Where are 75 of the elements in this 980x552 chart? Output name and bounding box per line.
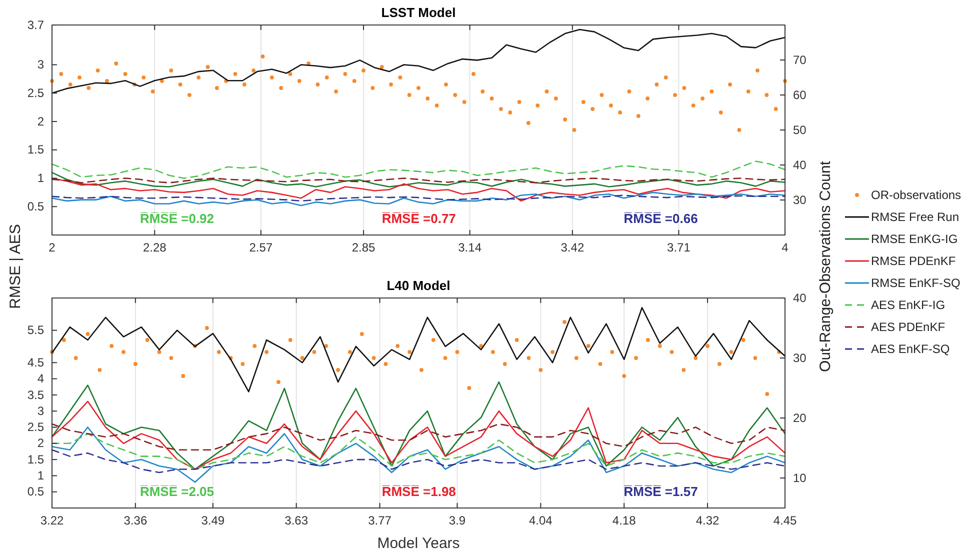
x-tick-label: 2.85 (352, 240, 376, 255)
legend-label: RMSE Free Run (871, 210, 960, 224)
y-tick-label: 3.7 (27, 18, 44, 32)
legend-label: RMSE PDEnKF (871, 254, 956, 268)
y-tick-label: 1.5 (27, 142, 44, 157)
legend-label: AES PDEnKF (871, 320, 946, 334)
line-series (51, 178, 786, 202)
line-series (51, 433, 786, 470)
y-tick-label: 0.5 (27, 484, 44, 499)
y2-tick-label: 40 (793, 158, 807, 172)
annotation: R̅M̅S̅E̅ =1.98 (382, 484, 456, 499)
x-tick-label: 3.71 (667, 240, 691, 255)
line-series (51, 192, 786, 206)
y-tick-label: 0.5 (27, 199, 44, 214)
legend-label: OR-observations (871, 188, 962, 202)
y-tick-label: 2 (37, 436, 44, 450)
y-tick-label: 2 (37, 114, 44, 128)
y-tick-label: 3.5 (27, 388, 44, 402)
x-tick-label: 3.22 (40, 514, 64, 528)
line-series (51, 426, 786, 483)
x-tick-label: 3.77 (368, 514, 392, 528)
chart-title: L40 Model (386, 278, 450, 293)
x-tick-label: 4.18 (612, 514, 636, 528)
y-tick-label: 5.5 (27, 323, 44, 338)
y-axis-title: RMSE | AES (7, 224, 24, 309)
y2-tick-label: 20 (793, 410, 807, 425)
x-axis-title: Model Years (377, 535, 460, 552)
line-series (51, 160, 786, 179)
y2-tick-label: 60 (793, 88, 807, 102)
y-tick-label: 3 (37, 58, 44, 72)
line-series (51, 381, 786, 470)
line-series (51, 28, 786, 94)
y-tick-label: 1.5 (27, 452, 44, 466)
line-series (51, 400, 786, 470)
line-series (51, 449, 786, 474)
y2-tick-label: 30 (793, 192, 807, 207)
annotation: R̅M̅S̅E̅ =2.05 (140, 484, 214, 499)
y2-tick-label: 30 (793, 350, 807, 365)
legend-label: RMSE EnKF-SQ (871, 276, 960, 290)
annotation: R̅M̅S̅E̅ =0.77 (382, 211, 456, 226)
annotation: R̅M̅S̅E̅ =0.92 (140, 211, 214, 226)
y2-tick-label: 70 (793, 52, 807, 67)
x-tick-label: 3.36 (124, 514, 148, 528)
legend-label: AES EnKF-SQ (871, 342, 950, 356)
y-tick-label: 1 (37, 468, 44, 483)
x-tick-label: 4.45 (773, 514, 797, 528)
x-tick-label: 3.9 (448, 514, 466, 528)
y2-tick-label: 10 (793, 470, 807, 485)
x-tick-label: 2.28 (142, 240, 167, 255)
x-tick-label: 2 (48, 240, 56, 255)
legend-label: RMSE EnKG-IG (871, 232, 958, 246)
annotation: R̅M̅S̅E̅ =1.57 (624, 484, 698, 499)
y2-tick-label: 50 (793, 122, 807, 137)
x-tick-label: 4.32 (696, 514, 720, 528)
legend-label: AES EnKF-IG (871, 298, 946, 312)
y2-axis-title: Out-Range-Observations Count (817, 160, 834, 372)
y-tick-label: 4.5 (27, 355, 44, 370)
line-series (51, 172, 786, 188)
annotation: R̅M̅S̅E̅ =0.66 (624, 211, 698, 226)
chart-title: LSST Model (381, 5, 456, 20)
line-series (51, 307, 786, 392)
y-tick-label: 3 (37, 404, 44, 418)
y-tick-label: 1 (37, 171, 44, 186)
x-tick-label: 4 (782, 240, 789, 255)
x-tick-label: 3.14 (458, 240, 482, 255)
x-tick-label: 3.63 (284, 514, 308, 528)
x-tick-label: 4.04 (528, 514, 553, 528)
y-tick-label: 2.5 (27, 86, 44, 100)
x-tick-label: 2.57 (249, 240, 273, 255)
y-tick-label: 4 (37, 372, 44, 386)
x-tick-label: 3.42 (560, 240, 584, 255)
y2-tick-label: 40 (793, 290, 807, 305)
y-tick-label: 2.5 (27, 420, 44, 434)
line-series (51, 423, 786, 450)
x-tick-label: 3.49 (201, 514, 225, 528)
